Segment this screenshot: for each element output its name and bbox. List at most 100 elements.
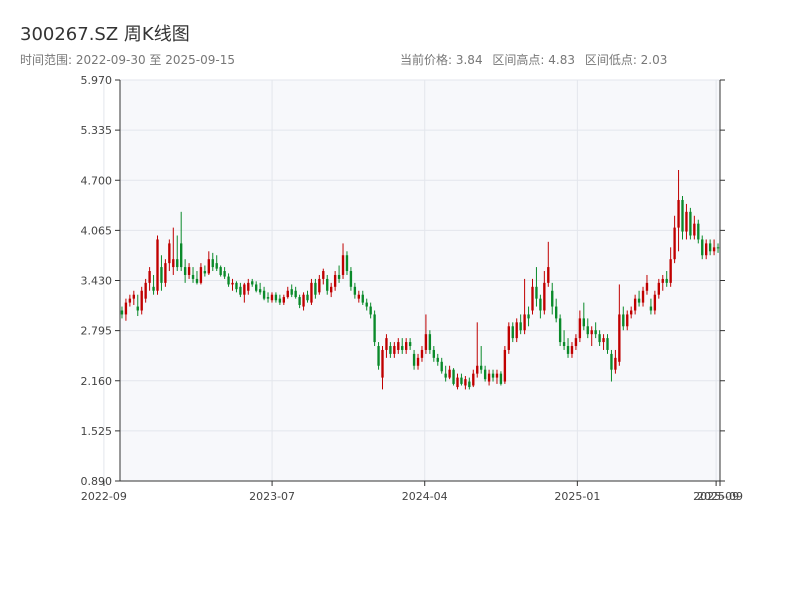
candle-body xyxy=(373,314,376,343)
candle xyxy=(255,281,258,293)
candle-body xyxy=(243,284,246,295)
candle-body xyxy=(160,267,163,283)
candle-body xyxy=(594,330,597,335)
candle-body xyxy=(424,334,428,350)
candle xyxy=(555,298,558,323)
candle-body xyxy=(527,314,530,319)
candle-body xyxy=(266,297,270,299)
candle xyxy=(333,271,337,291)
candle xyxy=(326,274,329,295)
candle xyxy=(440,357,443,374)
y-tick-label: 2.160 xyxy=(81,375,113,388)
y-tick-label: 5.335 xyxy=(81,124,113,137)
candle xyxy=(424,314,428,354)
candle xyxy=(716,243,720,253)
y-tick-label: 4.065 xyxy=(81,224,113,237)
candle-body xyxy=(614,357,617,370)
candle-body xyxy=(187,267,191,275)
candle xyxy=(243,282,246,303)
candle-body xyxy=(472,373,475,386)
candle-body xyxy=(322,271,325,279)
candle-body xyxy=(610,353,613,370)
candle-body xyxy=(551,290,554,307)
candle xyxy=(199,263,203,285)
candle-body xyxy=(503,349,507,382)
candle xyxy=(566,338,570,358)
candle-body xyxy=(602,338,605,343)
candle-body xyxy=(377,346,380,366)
candle-body xyxy=(507,326,510,350)
candle-body xyxy=(357,294,360,299)
candle xyxy=(669,247,672,287)
candle-body xyxy=(697,223,700,240)
candle xyxy=(164,259,167,287)
candle-body xyxy=(290,289,293,295)
candle-body xyxy=(381,349,384,378)
y-tick-label: 0.890 xyxy=(81,475,113,488)
candle xyxy=(428,330,432,354)
candle xyxy=(160,255,163,291)
candle-body xyxy=(543,282,546,311)
candle-body xyxy=(555,306,558,319)
candle xyxy=(535,267,538,307)
date-range-label: 时间范围: 2022-09-30 至 2025-09-15 xyxy=(20,53,235,67)
candle-body xyxy=(247,282,250,291)
candle-body xyxy=(578,318,582,339)
candle-body xyxy=(468,381,471,388)
candle xyxy=(657,278,660,299)
candle xyxy=(227,273,230,287)
candle-body xyxy=(444,373,447,378)
candle-body xyxy=(191,274,195,279)
candle-body xyxy=(452,369,455,384)
candle xyxy=(653,290,657,315)
candle xyxy=(318,274,321,295)
candle xyxy=(365,298,368,311)
candle xyxy=(282,294,285,305)
candle-body xyxy=(519,322,522,331)
candle-body xyxy=(203,271,207,274)
candle xyxy=(531,278,534,315)
candle xyxy=(551,282,554,315)
candle xyxy=(298,294,301,309)
y-tick-label: 1.525 xyxy=(81,425,113,438)
candle-body xyxy=(405,342,408,350)
candle xyxy=(385,334,388,358)
candle-body xyxy=(140,290,143,311)
candle xyxy=(144,278,147,303)
candle-body xyxy=(412,353,416,366)
candle-body xyxy=(349,271,353,287)
candle-body xyxy=(677,199,680,228)
candle-body xyxy=(207,259,210,274)
range-low-label: 区间低点: 2.03 xyxy=(584,53,668,67)
candle-body xyxy=(124,302,128,315)
candle xyxy=(215,255,218,272)
candle-body xyxy=(361,294,364,303)
candle xyxy=(503,346,507,384)
candle-body xyxy=(622,314,625,327)
candle xyxy=(251,278,254,287)
candle xyxy=(136,294,139,317)
candle-body xyxy=(440,361,443,372)
candle xyxy=(483,365,487,382)
candle xyxy=(223,267,226,279)
candle-body xyxy=(661,278,664,283)
x-tick-label: 2025-09 xyxy=(697,490,743,503)
candle-body xyxy=(239,286,242,295)
candle-body xyxy=(215,263,218,269)
candle-body xyxy=(211,259,214,268)
candle xyxy=(294,286,297,299)
candle xyxy=(637,290,641,307)
candle-body xyxy=(574,338,578,347)
candle xyxy=(290,284,293,298)
candle xyxy=(712,239,716,256)
candle xyxy=(436,353,439,366)
candle-body xyxy=(665,278,668,283)
candle-body xyxy=(199,267,203,283)
candle xyxy=(633,294,637,315)
x-tick-label: 2024-04 xyxy=(402,490,448,503)
candle-body xyxy=(333,274,337,287)
candle-body xyxy=(337,274,341,279)
candle xyxy=(195,271,199,285)
candle xyxy=(456,373,459,390)
candle xyxy=(685,203,688,240)
